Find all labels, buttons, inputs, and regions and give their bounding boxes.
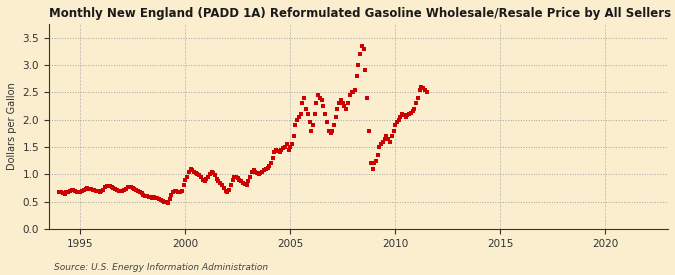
Text: Monthly New England (PADD 1A) Reformulated Gasoline Wholesale/Resale Price by Al: Monthly New England (PADD 1A) Reformulat… (49, 7, 671, 20)
Y-axis label: Dollars per Gallon: Dollars per Gallon (7, 82, 17, 170)
Text: Source: U.S. Energy Information Administration: Source: U.S. Energy Information Administ… (54, 263, 268, 272)
